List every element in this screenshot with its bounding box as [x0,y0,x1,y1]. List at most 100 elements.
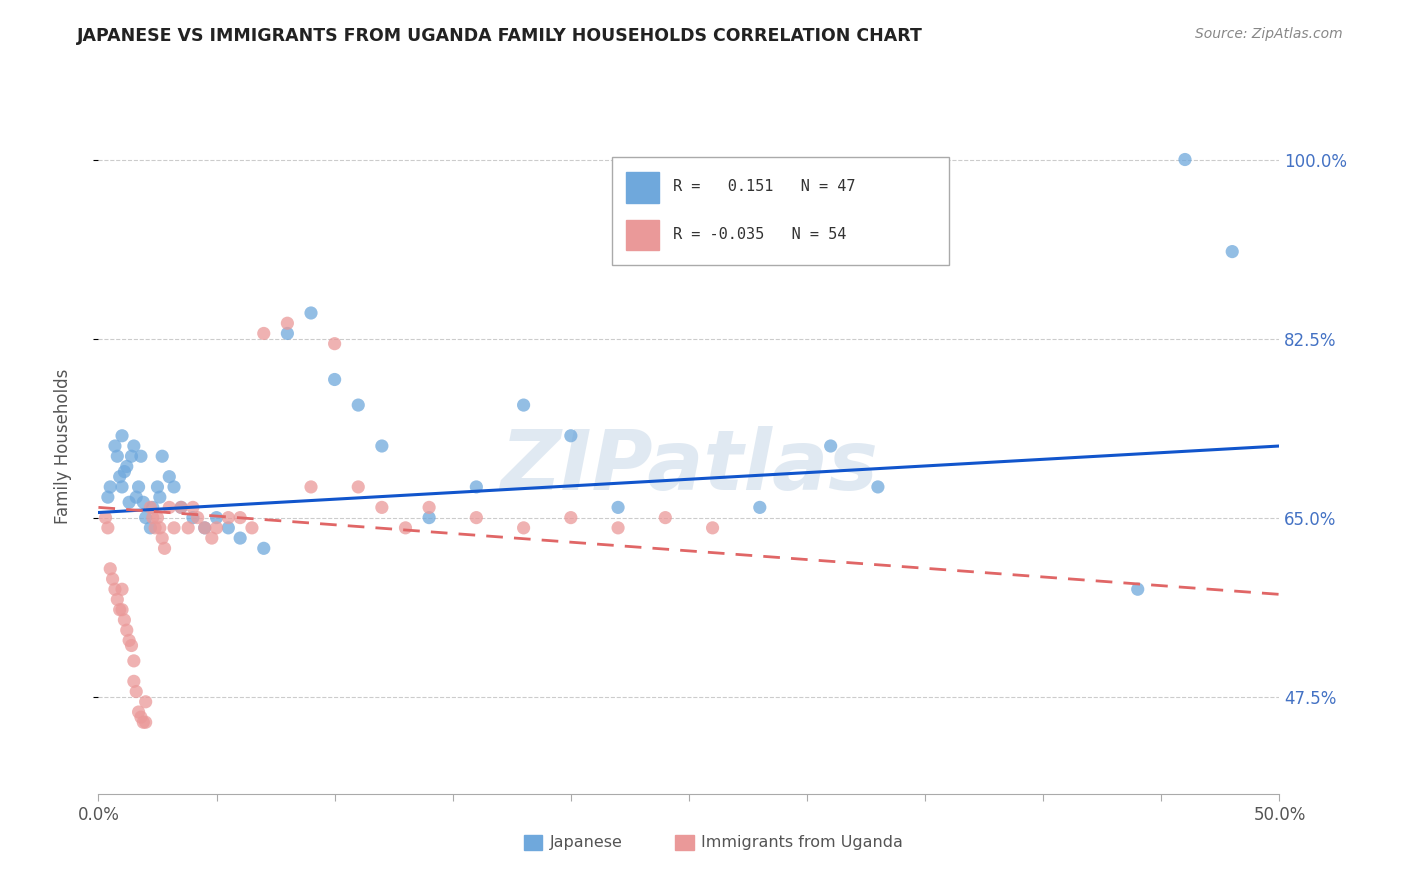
Point [97,521,120,535]
Point [240,521,263,535]
Point [111,603,134,617]
Point [163,480,186,494]
Point [129,710,152,724]
Point [111,480,134,494]
Point [217,521,239,535]
Point [111,582,134,597]
Point [194,521,217,535]
Point [607,500,630,515]
Point [143,521,166,535]
Text: Immigrants from Uganda: Immigrants from Uganda [700,835,903,850]
Point [820,439,842,453]
Point [118,495,141,509]
Point [253,326,276,341]
Point [702,521,724,535]
Point [125,490,148,504]
Point [170,500,193,515]
Point [465,510,488,524]
Point [115,459,138,474]
Point [371,500,394,515]
Point [97,490,120,504]
Point [205,521,228,535]
Point [276,316,298,330]
Point [157,469,180,483]
Point [139,500,162,515]
Point [128,480,150,494]
Point [142,500,165,515]
Point [94,510,117,524]
Text: Japanese: Japanese [550,835,623,850]
Point [135,510,157,524]
Point [135,715,157,730]
Point [205,510,228,524]
Point [299,480,322,494]
Point [122,654,145,668]
Point [112,465,135,479]
Point [112,613,135,627]
Point [105,449,128,463]
Point [153,541,176,556]
Point [122,439,145,453]
Point [323,336,346,351]
Point [418,510,440,524]
Point [229,531,252,545]
Point [146,480,169,494]
Point [118,633,141,648]
Point [560,429,582,443]
Text: ZIPatlas: ZIPatlas [501,426,877,508]
Point [181,500,204,515]
Point [465,480,488,494]
Point [146,510,169,524]
Point [607,521,630,535]
Point [101,572,124,586]
Point [276,326,298,341]
Point [1174,153,1197,167]
Point [512,398,534,412]
Point [217,510,239,524]
Point [654,510,676,524]
Point [115,623,138,637]
Y-axis label: Family Households: Family Households [53,368,72,524]
Point [142,510,165,524]
Point [512,521,534,535]
Point [187,510,209,524]
Point [163,521,186,535]
Point [104,439,127,453]
Point [104,582,127,597]
Point [98,480,121,494]
Point [194,521,217,535]
Point [139,521,162,535]
Point [121,449,143,463]
Point [98,562,121,576]
Point [108,603,131,617]
Point [394,521,416,535]
Point [150,531,173,545]
Bar [523,835,543,850]
Point [866,480,889,494]
Point [149,521,172,535]
Point [229,510,252,524]
Point [150,449,173,463]
Point [122,674,145,689]
Point [129,449,152,463]
Point [347,398,370,412]
Point [299,306,322,320]
Point [170,500,193,515]
Point [132,495,155,509]
Text: JAPANESE VS IMMIGRANTS FROM UGANDA FAMILY HOUSEHOLDS CORRELATION CHART: JAPANESE VS IMMIGRANTS FROM UGANDA FAMIL… [77,27,924,45]
Point [1126,582,1149,597]
Point [748,500,770,515]
Point [177,521,200,535]
Point [149,490,172,504]
Point [135,695,157,709]
Point [108,469,131,483]
Point [418,500,440,515]
Point [128,705,150,719]
Point [105,592,128,607]
Text: Source: ZipAtlas.com: Source: ZipAtlas.com [1195,27,1343,41]
Point [157,500,180,515]
Point [323,372,346,386]
Point [181,510,204,524]
Point [125,684,148,698]
Point [201,531,224,545]
